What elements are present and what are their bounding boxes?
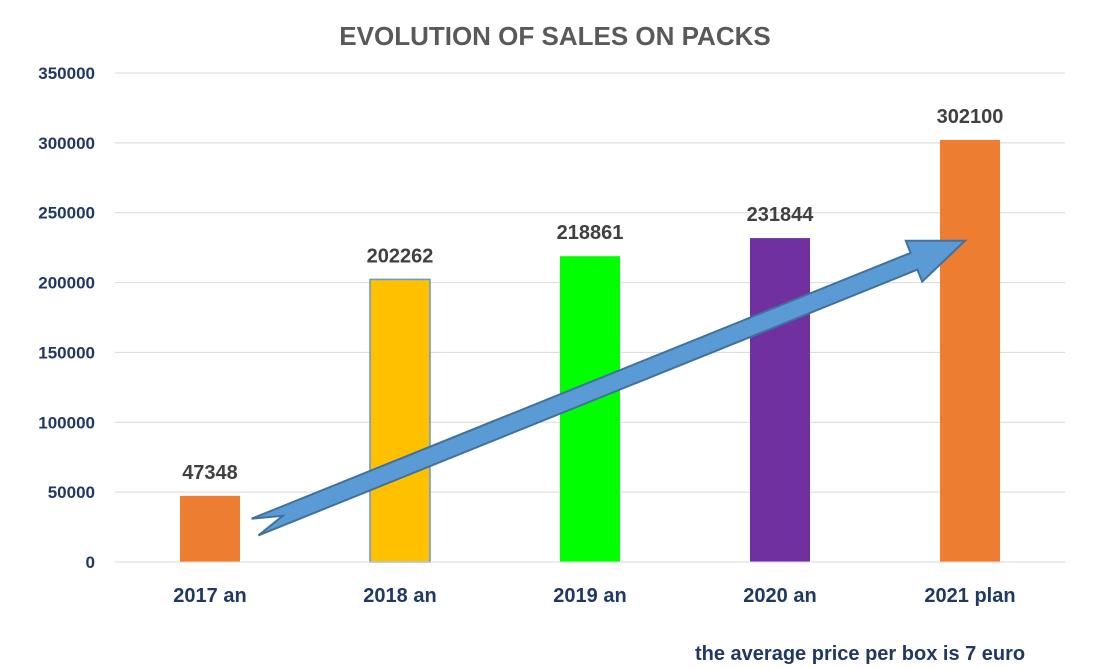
x-tick-label: 2019 an [553, 585, 626, 607]
data-label: 202262 [367, 245, 434, 267]
data-labels: 47348 202262 218861 231844 302100 [182, 106, 1003, 484]
bar-2021-plan [940, 139, 1000, 562]
bar-2020-an [750, 238, 810, 562]
chart-title: EVOLUTION OF SALES ON PACKS [339, 21, 770, 51]
data-label: 47348 [182, 462, 238, 484]
trend-arrow [251, 239, 968, 537]
bars [180, 139, 1000, 563]
y-tick-label: 150000 [38, 343, 95, 362]
bar-2017-an [180, 495, 240, 562]
y-tick-label: 0 [86, 553, 95, 572]
y-tick-label: 50000 [48, 483, 95, 502]
data-label: 231844 [747, 204, 815, 226]
data-label: 302100 [937, 106, 1004, 128]
x-tick-label: 2017 an [173, 585, 246, 607]
footnote: the average price per box is 7 euro [695, 643, 1026, 665]
data-label: 218861 [557, 222, 624, 244]
x-tick-label: 2021 plan [924, 585, 1015, 607]
y-tick-label: 200000 [38, 274, 95, 293]
x-tick-label: 2020 an [743, 585, 816, 607]
y-tick-label: 100000 [38, 413, 95, 432]
y-tick-label: 300000 [38, 134, 95, 153]
y-tick-label: 350000 [38, 64, 95, 83]
x-axis: 2017 an 2018 an 2019 an 2020 an 2021 plan [115, 561, 1065, 607]
x-tick-label: 2018 an [363, 585, 436, 607]
bar-2018-an [369, 278, 431, 563]
y-tick-label: 250000 [38, 204, 95, 223]
trend-arrow-shape [251, 239, 968, 537]
y-axis: 0 50000 100000 150000 200000 250000 300000 3500… [38, 64, 95, 572]
